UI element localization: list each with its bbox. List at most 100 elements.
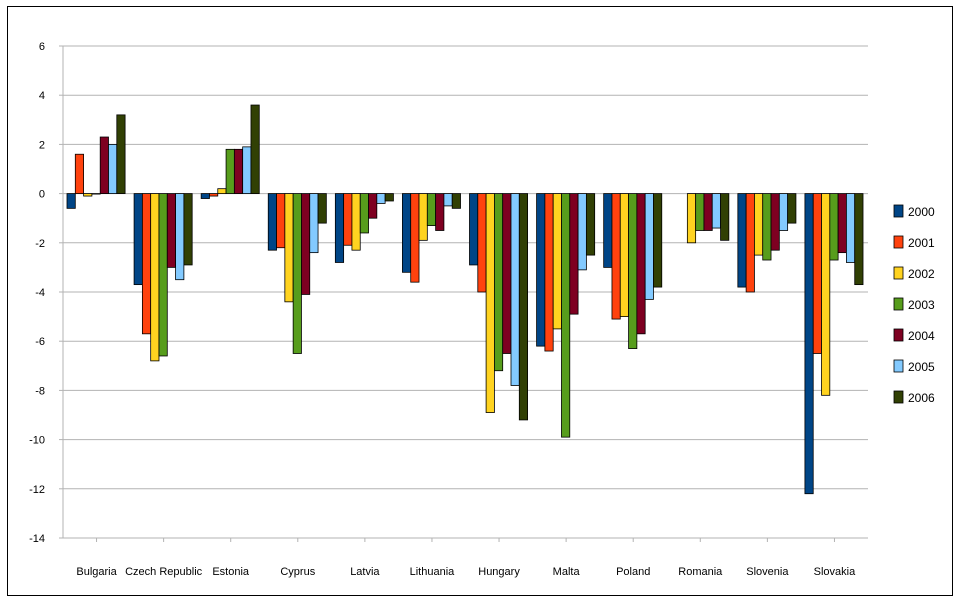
bar-hungary-2001 — [477, 193, 487, 293]
bar-malta-2002 — [552, 193, 562, 330]
bar-bulgaria-2003 — [91, 193, 101, 195]
bar-malta-2000 — [536, 193, 546, 347]
bar-lithuania-2006 — [451, 193, 461, 209]
bar-poland-2004 — [636, 193, 646, 335]
bar-hungary-2005 — [510, 193, 520, 386]
bar-slovakia-2006 — [854, 193, 864, 286]
bar-romania-2003 — [695, 193, 705, 231]
bar-hungary-2000 — [469, 193, 479, 266]
bar-cyprus-2002 — [284, 193, 294, 303]
y-tick-label: -14 — [29, 533, 45, 545]
y-tick-label: 2 — [39, 139, 45, 151]
bar-poland-2002 — [619, 193, 629, 318]
bar-hungary-2003 — [493, 193, 504, 372]
y-tick-label: -2 — [35, 238, 45, 250]
legend-label-2001: 2001 — [908, 236, 935, 250]
legend-swatch-2001 — [893, 235, 904, 249]
bar-cyprus-2006 — [317, 193, 327, 224]
y-tick-label: 4 — [39, 90, 45, 102]
x-tick-label: Slovenia — [746, 566, 789, 578]
legend-label-2005: 2005 — [908, 360, 935, 374]
bar-slovenia-2002 — [754, 193, 764, 256]
x-tick-label: Poland — [616, 566, 650, 578]
bar-bulgaria-2000 — [66, 193, 76, 209]
bar-czech-republic-2005 — [175, 193, 185, 281]
bar-malta-2005 — [577, 193, 587, 271]
bar-slovakia-2005 — [846, 193, 856, 263]
bar-estonia-2004 — [233, 148, 244, 195]
bar-bulgaria-2001 — [74, 153, 85, 195]
bar-slovakia-2001 — [812, 193, 822, 354]
bar-cyprus-2005 — [309, 193, 319, 254]
x-tick-label: Estonia — [212, 566, 250, 578]
bar-romania-2004 — [703, 193, 713, 231]
bar-hungary-2006 — [518, 193, 528, 421]
bar-cyprus-2001 — [276, 193, 286, 249]
legend-swatch-2003 — [893, 297, 904, 311]
x-tick-label: Hungary — [478, 566, 520, 578]
bar-romania-2006 — [720, 193, 730, 241]
bar-cyprus-2003 — [292, 193, 302, 354]
bar-romania-2002 — [686, 193, 697, 244]
bar-latvia-2001 — [343, 193, 353, 246]
y-tick-label: 6 — [39, 41, 45, 53]
bar-slovenia-2006 — [787, 193, 797, 224]
bar-poland-2005 — [644, 193, 654, 300]
bar-malta-2001 — [544, 193, 554, 352]
bar-poland-2003 — [628, 193, 638, 349]
y-tick-label: -12 — [29, 484, 45, 496]
bar-czech-republic-2004 — [166, 193, 176, 268]
bar-czech-republic-2003 — [158, 193, 168, 357]
bar-slovakia-2002 — [821, 193, 831, 396]
legend: 2000 2001 2002 2003 2004 2005 2006 — [893, 204, 935, 405]
bar-lithuania-2005 — [443, 193, 453, 207]
bar-slovenia-2004 — [770, 193, 780, 251]
legend-swatch-2000 — [893, 204, 904, 218]
legend-label-2002: 2002 — [908, 267, 935, 281]
bar-slovenia-2001 — [745, 193, 755, 293]
bar-cyprus-2004 — [301, 193, 311, 295]
bar-malta-2004 — [569, 193, 579, 315]
x-tick-label: Latvia — [350, 566, 380, 578]
bar-poland-2001 — [611, 193, 621, 320]
bar-latvia-2000 — [334, 193, 345, 263]
bar-poland-2000 — [603, 193, 613, 268]
bar-slovenia-2003 — [762, 193, 772, 261]
bar-estonia-2006 — [250, 104, 260, 194]
bar-hungary-2002 — [485, 193, 495, 413]
y-tick-label: 0 — [39, 189, 45, 201]
y-tick-label: -10 — [29, 435, 45, 447]
bar-czech-republic-2000 — [133, 193, 143, 286]
y-tick-label: -4 — [35, 287, 45, 299]
bar-lithuania-2003 — [426, 193, 437, 226]
bar-bulgaria-2006 — [116, 114, 126, 194]
x-tick-label: Romania — [678, 566, 723, 578]
bar-latvia-2006 — [384, 193, 394, 202]
bar-estonia-2003 — [225, 148, 235, 195]
gridlines — [63, 45, 868, 539]
y-tick-label: -6 — [35, 336, 45, 348]
bar-romania-2005 — [711, 193, 721, 229]
bar-latvia-2004 — [368, 193, 378, 219]
legend-label-2004: 2004 — [908, 329, 935, 343]
bar-cyprus-2000 — [267, 193, 277, 251]
bar-czech-republic-2006 — [183, 193, 193, 266]
legend-swatch-2006 — [893, 390, 904, 404]
bar-lithuania-2000 — [402, 193, 412, 273]
bar-lithuania-2004 — [435, 193, 445, 231]
bar-hungary-2004 — [502, 193, 512, 354]
legend-swatch-2002 — [893, 266, 904, 280]
bar-malta-2006 — [585, 193, 596, 256]
bar-slovakia-2004 — [837, 193, 847, 254]
bar-bulgaria-2002 — [83, 193, 93, 197]
bar-malta-2003 — [561, 193, 571, 438]
bar-latvia-2005 — [376, 193, 386, 204]
x-tick-label: Malta — [553, 566, 581, 578]
bar-poland-2006 — [653, 193, 663, 288]
x-tick-label: Slovakia — [814, 566, 856, 578]
bar-slovenia-2000 — [737, 193, 747, 288]
bar-estonia-2005 — [242, 146, 252, 195]
bar-estonia-2001 — [209, 193, 219, 197]
bar-latvia-2002 — [351, 193, 361, 251]
